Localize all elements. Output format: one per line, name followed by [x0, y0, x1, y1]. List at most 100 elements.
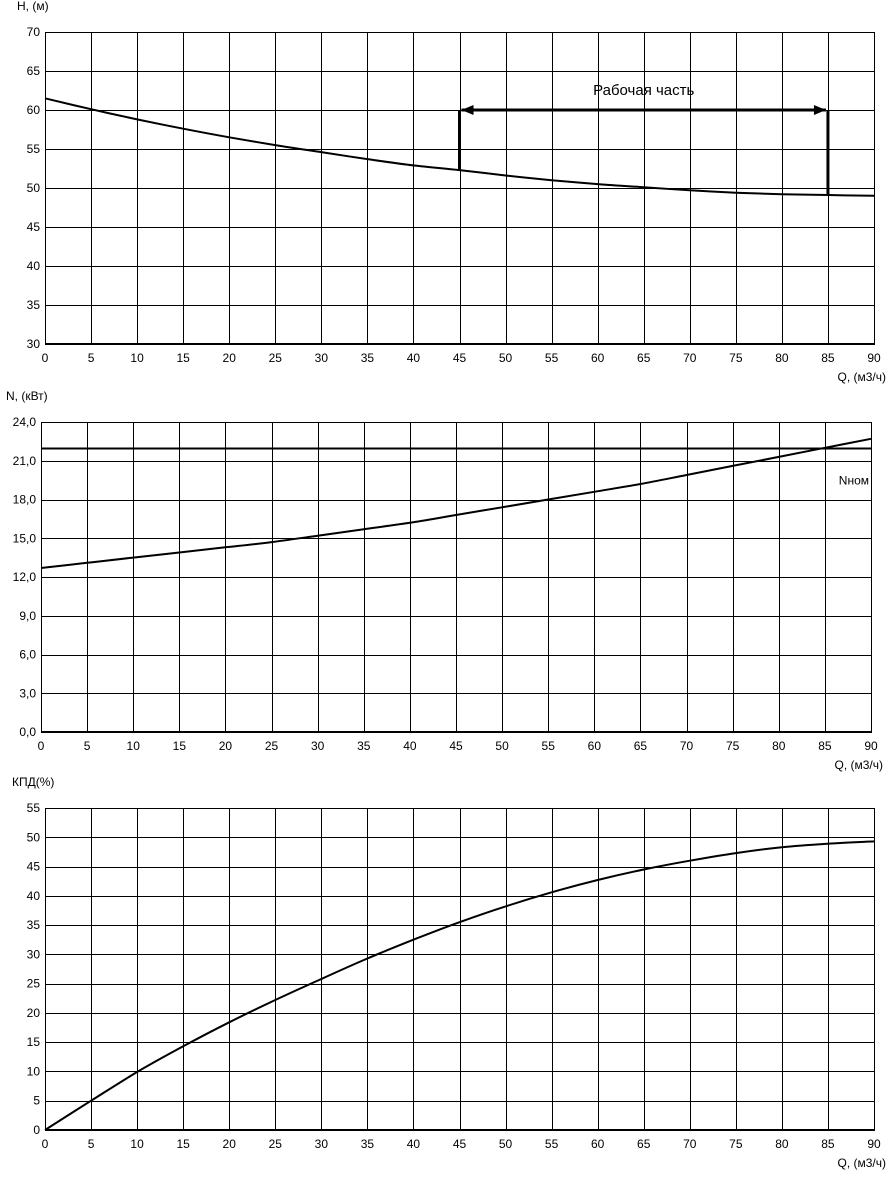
x-tick-label: 25 — [269, 351, 283, 365]
y-axis-label: КПД(%) — [12, 775, 54, 789]
x-tick-label: 35 — [361, 351, 375, 365]
x-tick-label: 80 — [772, 739, 786, 753]
y-tick-label: 3,0 — [19, 686, 36, 700]
series-line — [44, 840, 875, 1131]
y-tick-label: 15 — [27, 1035, 41, 1049]
x-tick-label: 5 — [84, 739, 91, 753]
x-tick-label: 45 — [453, 351, 467, 365]
x-tick-label: 10 — [130, 351, 144, 365]
y-tick-label: 0,0 — [19, 725, 36, 739]
y-tick-label: 50 — [27, 181, 41, 195]
x-tick-label: 35 — [357, 739, 371, 753]
y-tick-label: 10 — [27, 1064, 41, 1078]
x-tick-label: 60 — [591, 351, 605, 365]
x-tick-label: 70 — [683, 1137, 697, 1151]
y-axis-label: H, (м) — [17, 0, 49, 13]
y-tick-label: 20 — [27, 1006, 41, 1020]
x-tick-label: 65 — [634, 739, 648, 753]
arrow-right-icon — [813, 105, 826, 115]
x-tick-label: 85 — [821, 1137, 835, 1151]
y-tick-label: 5 — [33, 1094, 40, 1108]
y-tick-label: 40 — [27, 889, 41, 903]
x-tick-label: 55 — [545, 351, 559, 365]
y-tick-label: 60 — [27, 103, 41, 117]
x-tick-label: 85 — [821, 351, 835, 365]
y-tick-label: 35 — [27, 298, 41, 312]
y-tick-label: 9,0 — [19, 609, 36, 623]
x-tick-label: 5 — [88, 351, 95, 365]
y-tick-label: 35 — [27, 918, 41, 932]
y-tick-label: 30 — [27, 337, 41, 351]
x-tick-label: 10 — [127, 739, 141, 753]
x-tick-label: 20 — [223, 351, 237, 365]
x-tick-label: 50 — [499, 351, 513, 365]
y-tick-label: 25 — [27, 977, 41, 991]
x-tick-label: 90 — [867, 351, 881, 365]
x-tick-label: 15 — [176, 351, 190, 365]
x-tick-label: 90 — [867, 1137, 881, 1151]
working-range-label: Рабочая часть — [593, 82, 694, 99]
x-tick-label: 90 — [864, 739, 878, 753]
x-tick-label: 40 — [407, 1137, 421, 1151]
x-tick-label: 60 — [591, 1137, 605, 1151]
x-tick-label: 0 — [42, 351, 49, 365]
x-tick-label: 25 — [269, 1137, 283, 1151]
y-tick-label: 24,0 — [13, 415, 37, 429]
y-tick-label: 55 — [27, 801, 41, 815]
x-tick-label: 65 — [637, 351, 651, 365]
x-tick-label: 40 — [403, 739, 417, 753]
x-tick-label: 20 — [223, 1137, 237, 1151]
y-tick-label: 50 — [27, 830, 41, 844]
x-tick-label: 70 — [683, 351, 697, 365]
x-axis-label: Q, (м3/ч) — [837, 370, 886, 384]
y-tick-label: 6,0 — [19, 648, 36, 662]
series-line — [44, 97, 875, 197]
x-tick-label: 80 — [775, 1137, 789, 1151]
x-tick-label: 10 — [130, 1137, 144, 1151]
x-tick-label: 80 — [775, 351, 789, 365]
x-tick-label: 25 — [265, 739, 279, 753]
y-tick-label: 15,0 — [13, 531, 37, 545]
y-tick-label: 40 — [27, 259, 41, 273]
x-tick-label: 35 — [361, 1137, 375, 1151]
x-axis-label: Q, (м3/ч) — [834, 758, 883, 772]
y-tick-label: 65 — [27, 64, 41, 78]
series-line — [40, 437, 872, 569]
x-tick-label: 75 — [729, 351, 743, 365]
power-chart: 0 5 10 15 20 25 30 35 40 45 50 55 60 65 70 75 80 85 90 0,0 3… — [6, 389, 883, 772]
y-tick-label: 21,0 — [13, 454, 37, 468]
y-tick-label: 30 — [27, 947, 41, 961]
y-tick-label: 70 — [27, 25, 41, 39]
x-tick-label: 15 — [173, 739, 187, 753]
x-tick-label: 15 — [176, 1137, 190, 1151]
x-tick-label: 65 — [637, 1137, 651, 1151]
x-tick-label: 30 — [315, 1137, 329, 1151]
x-tick-label: 85 — [818, 739, 832, 753]
x-tick-label: 60 — [588, 739, 602, 753]
y-tick-label: 55 — [27, 142, 41, 156]
arrow-left-icon — [461, 105, 474, 115]
efficiency-chart: 0 5 10 15 20 25 30 35 40 45 50 55 60 65 70 75 80 85 90 0 5 10… — [12, 775, 886, 1170]
nominal-power-label: Nном — [839, 474, 869, 488]
x-tick-label: 45 — [449, 739, 463, 753]
y-tick-label: 45 — [27, 220, 41, 234]
x-tick-label: 55 — [542, 739, 556, 753]
x-tick-label: 30 — [315, 351, 329, 365]
x-tick-label: 45 — [453, 1137, 467, 1151]
x-tick-label: 5 — [88, 1137, 95, 1151]
x-tick-label: 75 — [726, 739, 740, 753]
y-tick-label: 0 — [33, 1123, 40, 1137]
x-tick-label: 50 — [499, 1137, 513, 1151]
x-tick-label: 55 — [545, 1137, 559, 1151]
x-tick-label: 0 — [38, 739, 45, 753]
x-tick-label: 30 — [311, 739, 325, 753]
head-chart: 0 5 10 15 20 25 30 35 40 45 50 55 60 65 70 75 80 85 90 30 35… — [17, 0, 886, 384]
x-tick-label: 75 — [729, 1137, 743, 1151]
x-tick-label: 70 — [680, 739, 694, 753]
y-tick-label: 12,0 — [13, 570, 37, 584]
y-axis-label: N, (кВт) — [6, 389, 48, 403]
x-tick-label: 50 — [495, 739, 509, 753]
x-axis-label: Q, (м3/ч) — [837, 1156, 886, 1170]
x-tick-label: 0 — [42, 1137, 49, 1151]
